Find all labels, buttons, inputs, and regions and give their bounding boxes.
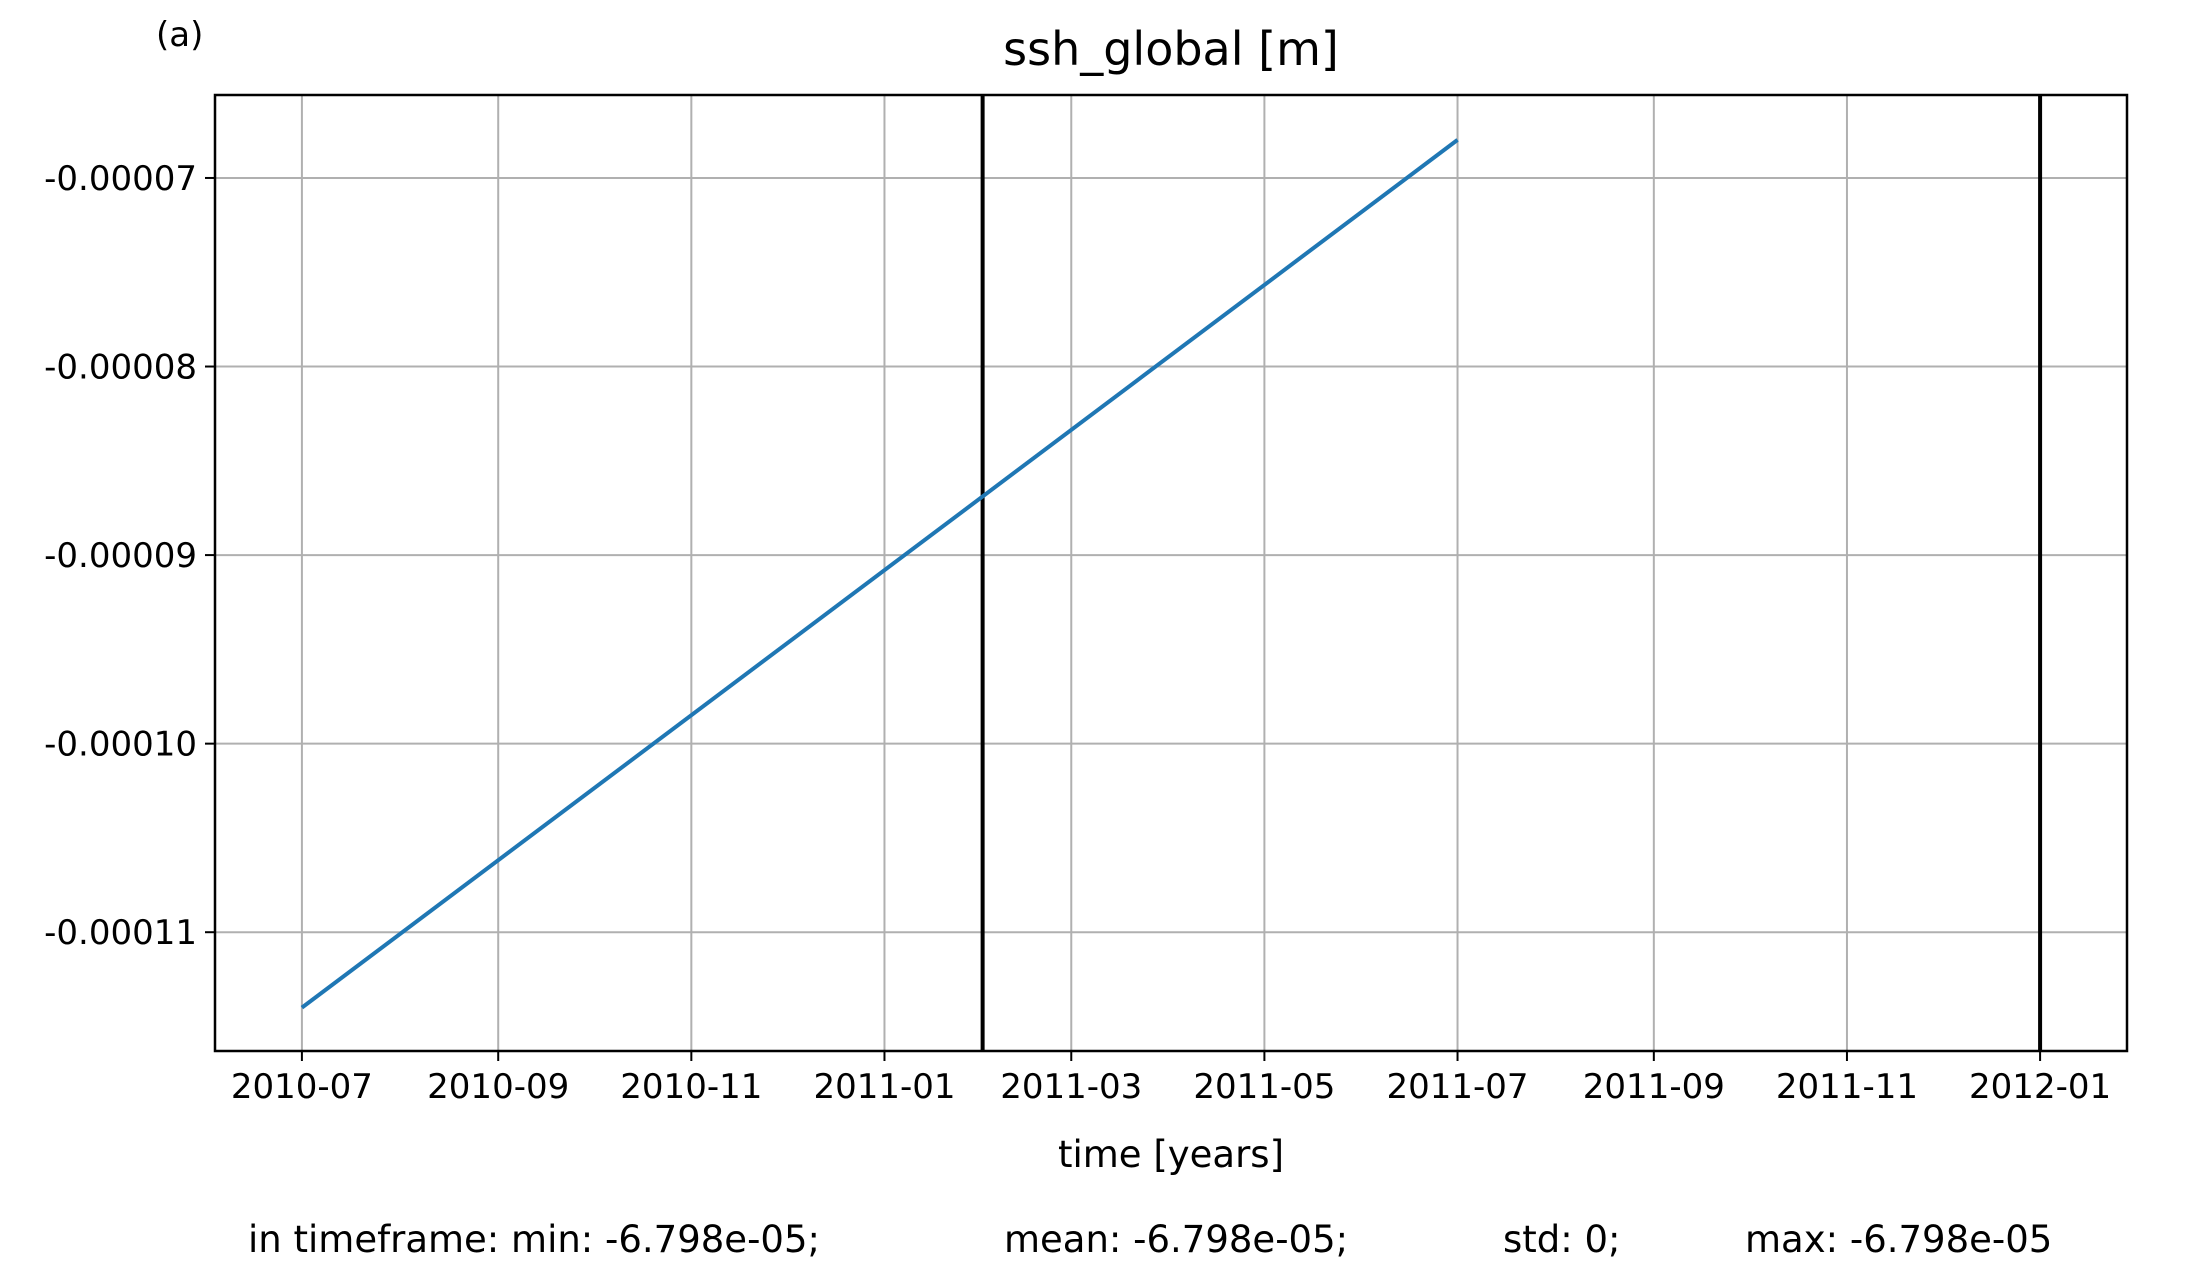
x-axis-label: time [years]	[1058, 1133, 1284, 1176]
data-line	[300, 138, 1459, 1010]
y-tick-label: -0.00008	[44, 348, 197, 388]
x-tick-label: 2010-11	[620, 1067, 762, 1107]
y-tick-label: -0.00011	[44, 913, 197, 953]
y-tick-label: -0.00007	[44, 159, 197, 199]
x-tick-label: 2010-09	[427, 1067, 569, 1107]
y-tick-label: -0.00010	[44, 725, 197, 765]
footer-stat: in timeframe: min: -6.798e-05;	[248, 1218, 820, 1261]
x-tick-label: 2012-01	[1969, 1067, 2111, 1107]
footer-stat: max: -6.798e-05	[1745, 1218, 2052, 1261]
plot-frame	[213, 93, 2129, 1053]
y-tick-label: -0.00009	[44, 536, 197, 576]
footer-stat: mean: -6.798e-05;	[1004, 1218, 1348, 1261]
x-tick-label: 2011-05	[1193, 1067, 1335, 1107]
chart-title: ssh_global [m]	[1003, 22, 1339, 76]
x-tick-label: 2011-03	[1000, 1067, 1142, 1107]
x-tick-label: 2011-07	[1386, 1067, 1528, 1107]
x-tick-label: 2011-11	[1776, 1067, 1918, 1107]
x-tick-label: 2011-09	[1583, 1067, 1725, 1107]
panel-label: (a)	[156, 15, 203, 55]
x-tick-label: 2011-01	[813, 1067, 955, 1107]
footer-stat: std: 0;	[1503, 1218, 1621, 1261]
x-tick-label: 2010-07	[231, 1067, 373, 1107]
